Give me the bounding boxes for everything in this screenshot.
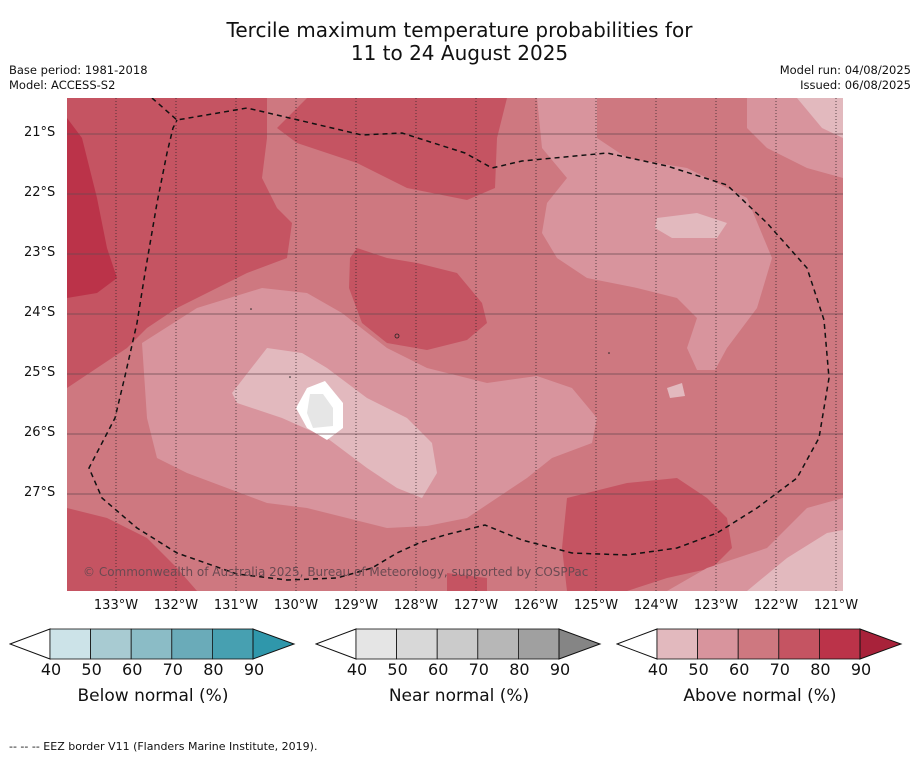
region-60-70-east <box>537 98 772 370</box>
colorbar-tick-label: 90 <box>850 660 872 679</box>
issued-date: Issued: 06/08/2025 <box>800 78 911 92</box>
colorbar-swatch <box>697 628 739 660</box>
longitude-label: 130°W <box>273 598 319 613</box>
colorbar-title: Below normal (%) <box>77 686 229 706</box>
colorbar-swatch <box>778 628 820 660</box>
latitude-label: 25°S <box>24 365 56 380</box>
colorbar-swatch <box>656 628 698 660</box>
colorbar-extend-low <box>616 628 658 660</box>
colorbar-swatch <box>396 628 438 660</box>
meta-right: Model run: 04/08/2025 Issued: 06/08/2025 <box>780 63 911 93</box>
region-90-left <box>67 118 117 298</box>
longitude-label: 128°W <box>393 598 439 613</box>
map-title: Tercile maximum temperature probabilitie… <box>0 19 919 65</box>
region-50-60-ne <box>797 98 843 138</box>
colorbar-swatch <box>517 628 560 660</box>
map-canvas <box>67 98 843 591</box>
longitude-label: 129°W <box>333 598 379 613</box>
colorbar-tick-label: 60 <box>729 660 750 679</box>
colorbar-extend-high <box>558 628 602 660</box>
colorbar-swatch <box>90 628 132 660</box>
region-50-60-small <box>667 383 685 398</box>
region-80-top <box>277 98 507 200</box>
colorbar-swatch <box>818 628 861 660</box>
region-near-normal-40 <box>307 394 333 428</box>
latitude-label: 27°S <box>24 485 56 500</box>
latitude-label: 21°S <box>24 125 56 140</box>
colorbar-tick-label: 90 <box>243 660 265 679</box>
longitude-label: 123°W <box>693 598 739 613</box>
probability-map <box>67 98 843 591</box>
eez-border <box>88 98 830 581</box>
graticule <box>67 98 843 591</box>
longitude-label: 121°W <box>813 598 859 613</box>
colorbar-tick-label: 50 <box>688 660 709 679</box>
title-line-1: Tercile maximum temperature probabilitie… <box>226 18 693 42</box>
copyright-text: © Commonwealth of Australia 2025, Bureau… <box>83 565 589 579</box>
colorbar-tick-label: 80 <box>203 660 224 679</box>
title-line-2: 11 to 24 August 2025 <box>350 41 569 65</box>
colorbar-tick-label: 70 <box>468 660 489 679</box>
longitude-label: 125°W <box>573 598 619 613</box>
model-name: Model: ACCESS-S2 <box>9 78 116 92</box>
base-period: Base period: 1981-2018 <box>9 63 148 77</box>
region-80-bottom-left <box>67 508 197 591</box>
longitude-label: 127°W <box>453 598 499 613</box>
longitude-label: 133°W <box>93 598 139 613</box>
colorbar-swatch <box>130 628 173 660</box>
region-80-center <box>349 248 487 350</box>
longitude-label: 132°W <box>153 598 199 613</box>
colorbar-extend-low <box>9 628 51 660</box>
region-80-bottom <box>562 478 732 591</box>
colorbar-extend-high <box>859 628 903 660</box>
colorbar-tick-label: 80 <box>810 660 831 679</box>
colorbar-tick-label: 80 <box>509 660 530 679</box>
colorbar <box>616 628 904 660</box>
latitude-label: 24°S <box>24 305 56 320</box>
colorbar-tick-label: 50 <box>81 660 102 679</box>
colorbar-extend-high <box>252 628 296 660</box>
longitude-label: 131°W <box>213 598 259 613</box>
colorbar-title: Above normal (%) <box>683 686 837 706</box>
colorbar <box>9 628 297 660</box>
latitude-label: 26°S <box>24 425 56 440</box>
region-50-60-east <box>655 213 727 238</box>
island-marker <box>289 376 291 378</box>
colorbar-swatch <box>737 628 780 660</box>
meta-left: Base period: 1981-2018 Model: ACCESS-S2 <box>9 63 148 93</box>
colorbar-tick-label: 40 <box>40 660 62 679</box>
eez-footnote: -- -- -- EEZ border V11 (Flanders Marine… <box>9 740 318 753</box>
colorbar-tick-label: 70 <box>769 660 790 679</box>
longitude-label: 122°W <box>753 598 799 613</box>
island-marker <box>608 352 610 354</box>
colorbar-swatch <box>355 628 397 660</box>
colorbar-swatch <box>436 628 479 660</box>
longitude-label: 126°W <box>513 598 559 613</box>
island-marker <box>394 333 400 339</box>
colorbar-tick-label: 50 <box>387 660 408 679</box>
colorbar-extend-low <box>315 628 357 660</box>
island-marker <box>250 308 252 310</box>
longitude-label: 124°W <box>633 598 679 613</box>
colorbar-tick-label: 40 <box>346 660 368 679</box>
colorbar-tick-label: 40 <box>647 660 669 679</box>
region-80-bottom-mid <box>447 573 487 591</box>
colorbar-tick-label: 60 <box>122 660 143 679</box>
latitude-label: 23°S <box>24 245 56 260</box>
model-run: Model run: 04/08/2025 <box>779 63 911 77</box>
colorbar-tick-label: 90 <box>549 660 571 679</box>
colorbar <box>315 628 603 660</box>
colorbar-tick-label: 60 <box>428 660 449 679</box>
latitude-label: 22°S <box>24 185 56 200</box>
colorbar-swatch <box>171 628 213 660</box>
region-50-60-se <box>747 530 843 591</box>
colorbar-tick-label: 70 <box>162 660 183 679</box>
colorbar-swatch <box>477 628 519 660</box>
colorbar-swatch <box>211 628 254 660</box>
colorbar-title: Near normal (%) <box>388 686 530 706</box>
colorbar-swatch <box>49 628 91 660</box>
